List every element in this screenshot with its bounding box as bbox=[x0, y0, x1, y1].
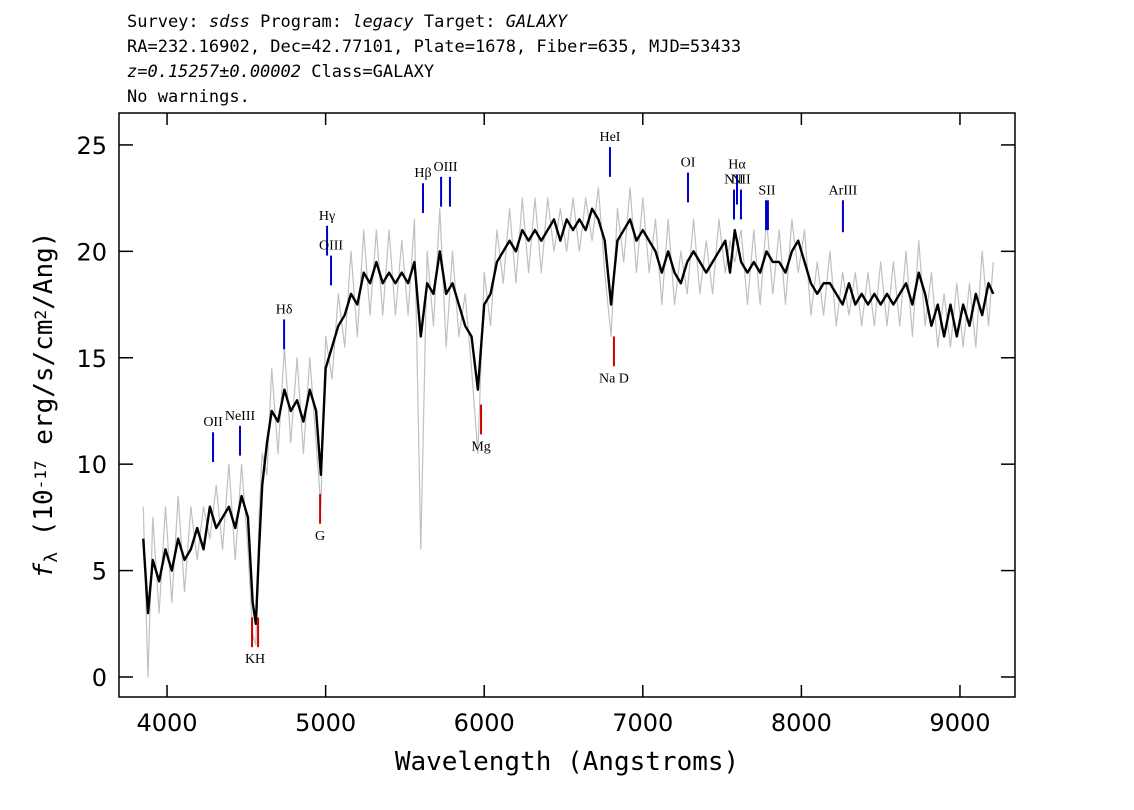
plot-frame bbox=[118, 112, 1016, 698]
spectral-line-label: Hγ bbox=[319, 209, 335, 224]
header-text: sdss bbox=[209, 12, 250, 32]
spectral-line-label: ArIII bbox=[829, 183, 858, 198]
header-text: GALAXY bbox=[506, 12, 569, 32]
y-axis-label-part: erg/s/cm bbox=[29, 320, 59, 461]
y-tick-label: 15 bbox=[76, 345, 107, 373]
spectral-line-label: Na D bbox=[599, 371, 629, 386]
x-axis-label: Wavelength (Angstroms) bbox=[395, 747, 739, 777]
spectral-line-label: Hδ bbox=[276, 302, 293, 317]
spectrum-line bbox=[142, 186, 994, 678]
header-text: Program: bbox=[250, 12, 352, 32]
spectral-line-label: OIII bbox=[433, 160, 457, 175]
header-line: Survey: sdss Program: legacy Target: GAL… bbox=[127, 12, 569, 32]
spectral-line-label: OIII bbox=[319, 239, 343, 254]
y-axis-label-part: (10 bbox=[29, 489, 59, 552]
x-tick-label: 5000 bbox=[295, 709, 356, 737]
spectral-line-label: SII bbox=[758, 183, 775, 198]
header-text: Target: bbox=[414, 12, 506, 32]
y-tick-label: 20 bbox=[76, 238, 107, 266]
spectral-line-label: KH bbox=[245, 652, 265, 667]
spectral-line-label: NII bbox=[731, 173, 751, 188]
spectral-line-label: G bbox=[315, 529, 325, 544]
spectral-line-label: OI bbox=[681, 156, 696, 171]
spectrum-line bbox=[142, 207, 995, 625]
y-tick-label: 10 bbox=[76, 451, 107, 479]
x-tick-label: 7000 bbox=[612, 709, 673, 737]
y-tick-label: 25 bbox=[76, 132, 107, 160]
spectral-line-label: NeIII bbox=[225, 409, 256, 424]
header-text: Class=GALAXY bbox=[301, 62, 434, 82]
y-axis-label-part: λ bbox=[41, 552, 62, 563]
y-tick-label: 0 bbox=[92, 664, 107, 692]
header-line: RA=232.16902, Dec=42.77101, Plate=1678, … bbox=[127, 37, 741, 57]
y-axis-label-part: f bbox=[29, 562, 59, 578]
x-tick-label: 6000 bbox=[454, 709, 515, 737]
header-text: RA=232.16902, Dec=42.77101, Plate=1678, … bbox=[127, 37, 741, 57]
header-line: z=0.15257±0.00002 Class=GALAXY bbox=[127, 62, 434, 82]
y-axis-label-part: -17 bbox=[31, 460, 50, 489]
header-text: Survey: bbox=[127, 12, 209, 32]
y-axis-label-part: /Ang) bbox=[29, 232, 59, 310]
header-line: No warnings. bbox=[127, 87, 250, 107]
y-tick-label: 5 bbox=[92, 558, 107, 586]
spectral-line-label: Hβ bbox=[414, 166, 431, 181]
spectral-line-label: HeI bbox=[599, 130, 620, 145]
x-tick-label: 8000 bbox=[771, 709, 832, 737]
spectral-line-label: Hα bbox=[728, 158, 746, 173]
header-text: legacy bbox=[352, 12, 414, 32]
y-axis-label-part: 2 bbox=[31, 310, 50, 320]
spectral-line-label: NII bbox=[724, 173, 744, 188]
header-text: No warnings. bbox=[127, 87, 250, 107]
y-axis-label: fλ (10-17 erg/s/cm2/Ang) bbox=[29, 232, 62, 579]
x-tick-label: 4000 bbox=[137, 709, 198, 737]
spectral-line-label: OII bbox=[203, 415, 223, 430]
spectral-line-label: Mg bbox=[471, 439, 490, 454]
x-tick-label: 9000 bbox=[929, 709, 990, 737]
header-text: z=0.15257±0.00002 bbox=[127, 62, 301, 82]
